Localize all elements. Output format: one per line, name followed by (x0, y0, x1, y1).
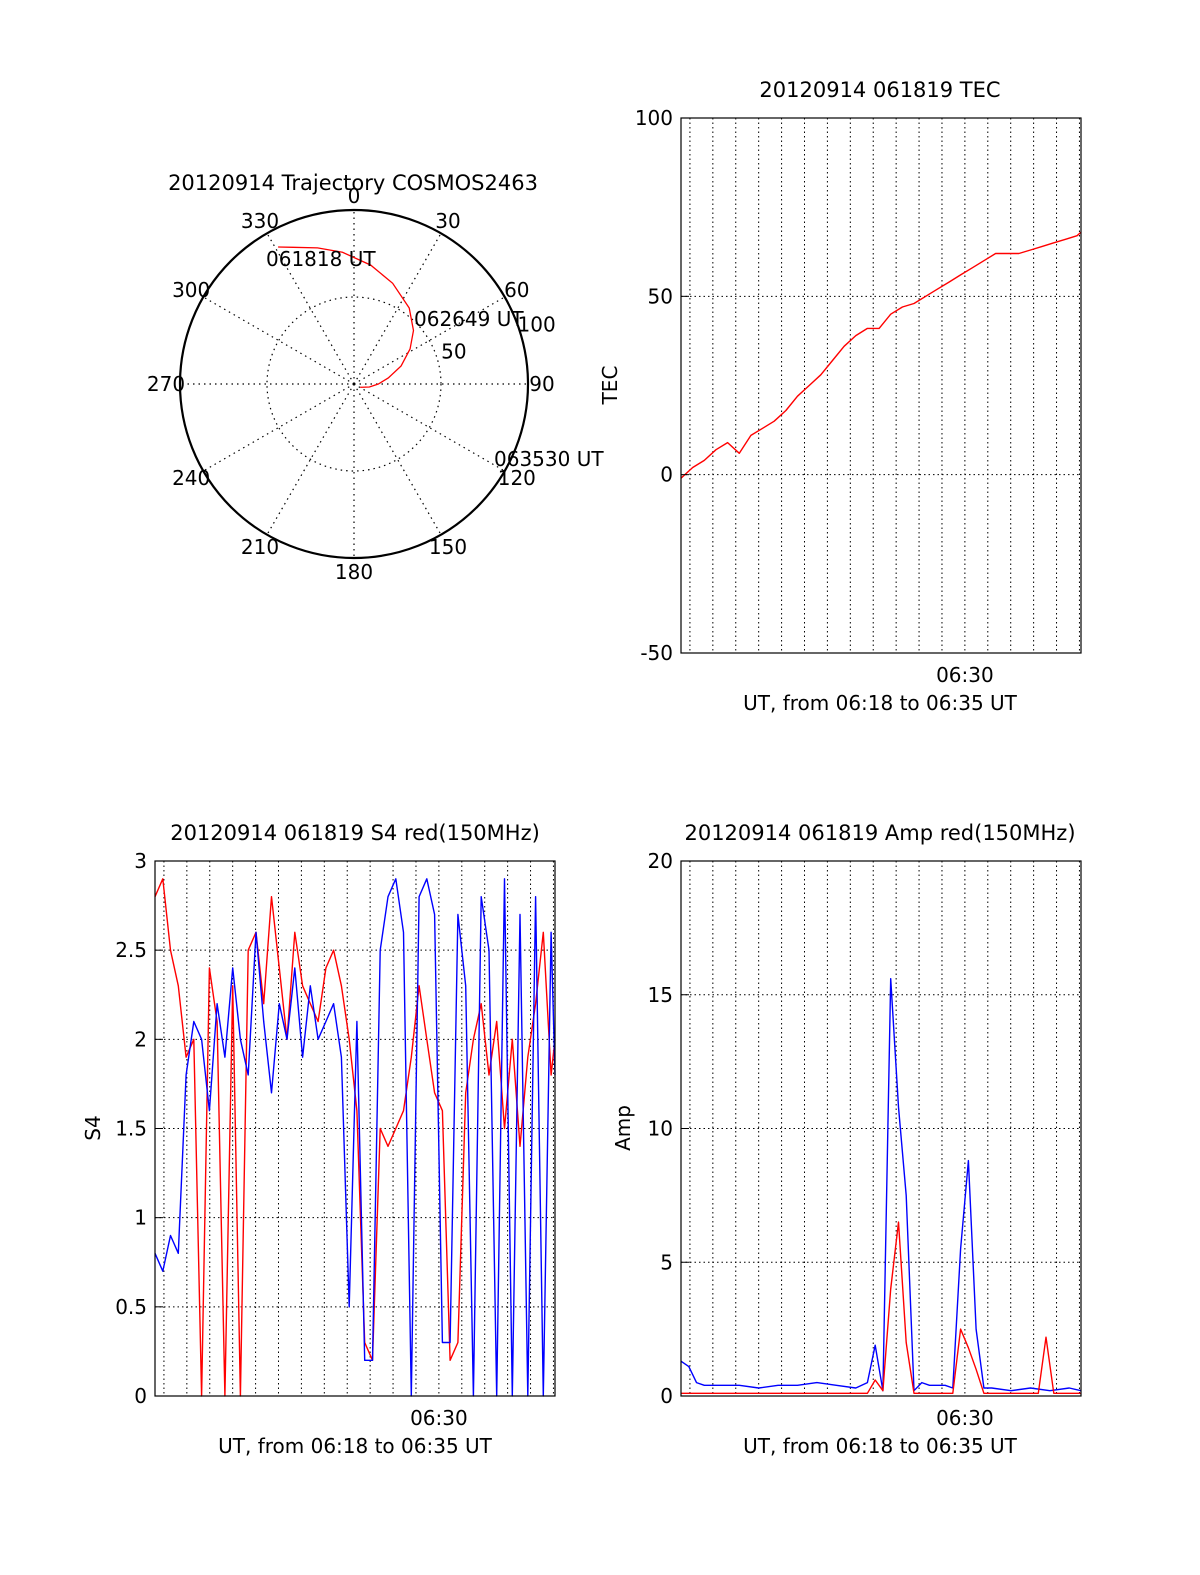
y-tick-label: 1 (134, 1206, 147, 1230)
s4-title: 20120914 061819 S4 red(150MHz) (170, 821, 540, 845)
amp-title: 20120914 061819 Amp red(150MHz) (684, 821, 1075, 845)
y-tick-label: 1.5 (115, 1117, 147, 1141)
azimuth-label: 90 (529, 372, 554, 396)
amp-y-label: Amp (611, 1105, 635, 1151)
y-tick-label: 20 (648, 849, 673, 873)
tec-panel: 20120914 061819 TEC -50 0 50 100 06:30 UT, … (598, 78, 1082, 715)
y-tick-label: 0 (660, 463, 673, 487)
polar-spoke (203, 383, 355, 472)
amp-series (680, 978, 1082, 1395)
series-line-0 (680, 231, 1082, 479)
tec-title: 20120914 061819 TEC (759, 78, 1000, 102)
trajectory-line (278, 246, 415, 388)
y-tick-label: 5 (660, 1250, 673, 1274)
amp-y-ticks: 0 5 10 15 20 (648, 849, 689, 1408)
s4-x-label: UT, from 06:18 to 06:35 UT (218, 1434, 493, 1458)
azimuth-label: 0 (348, 184, 361, 208)
amp-plot-frame (680, 860, 1082, 1397)
tec-plot-frame (680, 117, 1082, 654)
s4-x-tick-label: 06:30 (410, 1406, 468, 1430)
amp-x-label: UT, from 06:18 to 06:35 UT (743, 1434, 1018, 1458)
azimuth-label: 330 (241, 209, 279, 233)
tec-grid (681, 118, 1081, 653)
azimuth-label: 180 (335, 560, 373, 584)
polar-outer-circle (178, 208, 530, 560)
tec-x-tick-label: 06:30 (936, 663, 994, 687)
track-label-mid: 062649 UT (414, 307, 524, 331)
tec-series (680, 231, 1082, 479)
polar-trajectory-panel: 20120914 Trajectory COSMOS2463 0 30 60 90 12… (147, 171, 604, 584)
tec-y-label: TEC (598, 366, 622, 406)
track-label-end: 063530 UT (494, 447, 604, 471)
y-tick-label: 100 (635, 106, 673, 130)
polar-grid (178, 208, 530, 560)
azimuth-labels: 0 30 60 90 120 150 180 210 240 270 300 330 (147, 184, 555, 584)
azimuth-label: 150 (429, 535, 467, 559)
series-line-1 (681, 1221, 1081, 1395)
y-tick-label: 0 (660, 1384, 673, 1408)
amp-grid (681, 861, 1081, 1396)
y-tick-label: 0.5 (115, 1295, 147, 1319)
y-tick-label: 0 (134, 1384, 147, 1408)
trajectory-track (278, 246, 415, 388)
y-tick-label: 2.5 (115, 938, 147, 962)
y-tick-label: 2 (134, 1027, 147, 1051)
radial-label: 100 (518, 313, 556, 337)
track-label-start: 061818 UT (266, 247, 376, 271)
azimuth-label: 60 (504, 278, 529, 302)
polar-ring-50 (266, 296, 442, 472)
polar-title: 20120914 Trajectory COSMOS2463 (168, 171, 538, 195)
azimuth-label: 270 (147, 372, 185, 396)
s4-series (154, 878, 556, 1397)
s4-y-ticks: 0 0.5 1 1.5 2 2.5 3 (115, 849, 163, 1408)
azimuth-label: 120 (498, 466, 536, 490)
tec-y-ticks: -50 0 50 100 (635, 106, 689, 665)
polar-spoke (266, 383, 355, 535)
y-tick-label: 3 (134, 849, 147, 873)
y-tick-label: 50 (648, 284, 673, 308)
polar-spoke (353, 383, 505, 472)
s4-y-label: S4 (81, 1115, 105, 1140)
polar-spoke (353, 233, 442, 385)
azimuth-label: 240 (172, 466, 210, 490)
polar-spoke (353, 296, 505, 385)
azimuth-label: 300 (172, 278, 210, 302)
series-line-1 (154, 878, 556, 1397)
y-tick-label: 15 (648, 983, 673, 1007)
radial-labels: 50 100 (441, 313, 556, 364)
polar-spoke (266, 233, 355, 385)
series-line-0 (680, 978, 1082, 1392)
azimuth-label: 30 (435, 209, 460, 233)
y-tick-label: -50 (640, 641, 673, 665)
amp-x-tick-label: 06:30 (936, 1406, 994, 1430)
tec-x-label: UT, from 06:18 to 06:35 UT (743, 691, 1018, 715)
radial-label: 50 (441, 340, 466, 364)
azimuth-label: 210 (241, 535, 279, 559)
series-line-0 (154, 878, 556, 1397)
amp-panel: 20120914 061819 Amp red(150MHz) 0 5 10 15 20… (611, 821, 1082, 1458)
polar-spoke (353, 383, 442, 535)
s4-panel: 20120914 061819 S4 red(150MHz) 0 0.5 1 1.5 2… (81, 821, 556, 1458)
s4-plot-frame (154, 860, 556, 1397)
y-tick-label: 10 (648, 1117, 673, 1141)
polar-spoke (203, 296, 355, 385)
